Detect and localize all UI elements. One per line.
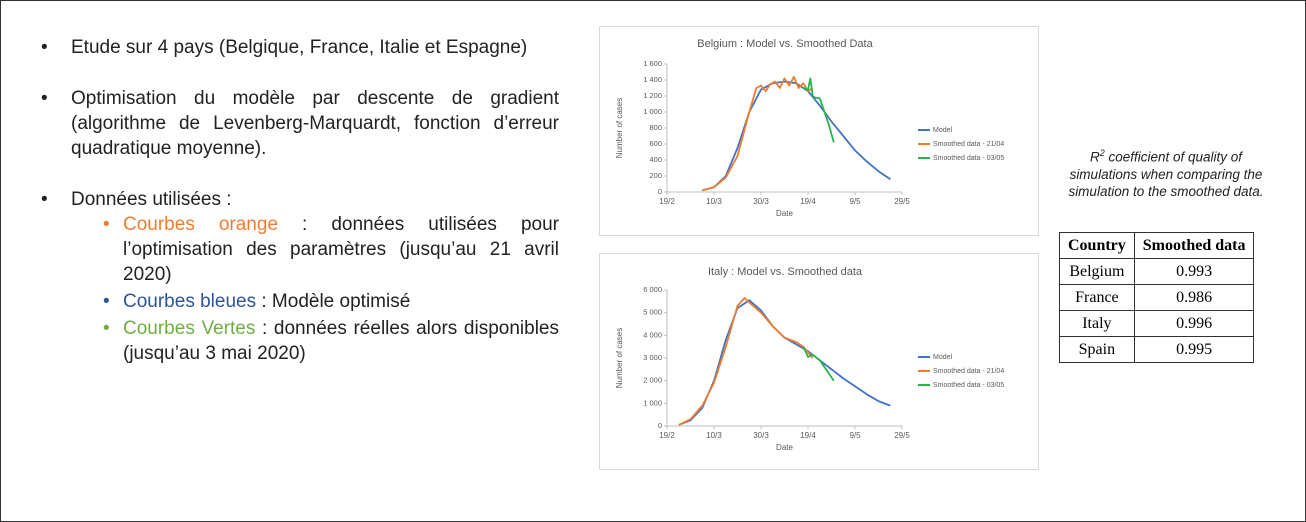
y-axis-label: Number of cases: [615, 328, 624, 388]
chart: Belgium : Model vs. Smoothed Data 0 200 400…: [615, 38, 1004, 218]
x-axis-label: Date: [776, 209, 793, 218]
series-line: [702, 75, 814, 192]
table-caption: R2 coefficient of quality of simulations…: [1059, 145, 1273, 200]
row: Belgium 0.993: [1059, 258, 1255, 285]
x-tick-label: 19/2: [659, 431, 675, 440]
sub-term: Courbes orange: [123, 214, 279, 235]
y-tick-label: 2 000: [643, 376, 662, 385]
sub-bullet: • Courbes Vertes : données réelles alors …: [103, 316, 559, 366]
chart: Italy : Model vs. Smoothed data 0 1 000 2 0…: [615, 266, 1004, 452]
y-tick-label: 1 000: [643, 107, 662, 116]
x-tick-label: 19/4: [800, 431, 816, 440]
y-tick-label: 4 000: [643, 330, 662, 339]
sub-term: Courbes bleues: [123, 291, 257, 312]
x-tick-label: 19/2: [659, 197, 675, 206]
y-tick-label: 1 200: [643, 91, 662, 100]
legend-label: Smoothed data - 03/05: [933, 155, 1004, 162]
chart-box: Italy : Model vs. Smoothed data 0 1 000 2 0…: [599, 253, 1039, 470]
legend-label: Model: [933, 354, 953, 361]
y-tick-label: 3 000: [643, 353, 662, 362]
header-row: Country Smoothed data: [1059, 232, 1255, 259]
x-tick-label: 29/5: [894, 197, 910, 206]
x-tick-label: 10/3: [706, 197, 722, 206]
y-tick-label: 5 000: [643, 308, 662, 317]
header-cell: Country: [1059, 232, 1135, 259]
chart-box: Belgium : Model vs. Smoothed Data 0 200 400…: [599, 26, 1039, 236]
y-tick-label: 400: [649, 155, 662, 164]
y-tick-label: 6 000: [643, 285, 662, 294]
legend-label: Smoothed data - 21/04: [933, 141, 1004, 148]
series-line: [802, 346, 835, 382]
sub-list: • Courbes orange : données utilisées pour…: [71, 212, 559, 366]
bullet: Optimisation du modèle par descente de g…: [39, 86, 559, 161]
bullet-dot: •: [103, 291, 110, 312]
cell: 0.995: [1133, 336, 1255, 363]
caption-text: coefficient of quality of simulations wh…: [1068, 149, 1264, 199]
y-tick-label: 1 400: [643, 75, 662, 84]
bullet-dot: •: [103, 318, 110, 339]
chart-title: Italy : Model vs. Smoothed data: [708, 266, 863, 278]
y-tick-label: 1 000: [643, 398, 662, 407]
bullet: Etude sur 4 pays (Belgique, France, Ital…: [39, 35, 559, 60]
bullet-dot: •: [103, 214, 110, 235]
series-line: [702, 80, 891, 192]
y-axis-label: Number of cases: [615, 98, 624, 158]
x-tick-label: 19/4: [800, 197, 816, 206]
cell: 0.993: [1133, 258, 1255, 285]
cell: France: [1059, 284, 1135, 311]
cell: Belgium: [1059, 258, 1135, 285]
x-tick-label: 29/5: [894, 431, 910, 440]
cell: Italy: [1059, 310, 1135, 337]
table: Country Smoothed data Belgium 0.993 France 0.…: [1059, 232, 1255, 363]
sub-text: : données réelles alors disponibles (jus…: [123, 318, 559, 364]
x-tick-label: 9/5: [849, 197, 861, 206]
x-tick-label: 10/3: [706, 431, 722, 440]
sub-term: Courbes Vertes: [123, 318, 256, 339]
chart-title: Belgium : Model vs. Smoothed Data: [697, 38, 873, 50]
sub-text: : Modèle optimisé: [256, 291, 411, 312]
row: Italy 0.996: [1059, 310, 1255, 337]
legend-label: Smoothed data - 03/05: [933, 382, 1004, 389]
caption-superscript: 2: [1099, 148, 1105, 158]
series-line: [678, 299, 891, 426]
caption-symbol: R: [1089, 149, 1100, 165]
x-tick-label: 30/3: [753, 431, 769, 440]
y-tick-label: 0: [658, 187, 662, 196]
sub-bullet: • Courbes orange : données utilisées pour…: [103, 212, 559, 287]
bullet-text: Etude sur 4 pays (Belgique, France, Ital…: [71, 37, 528, 58]
row: Spain 0.995: [1059, 336, 1255, 363]
y-tick-label: 600: [649, 139, 662, 148]
cell: Spain: [1059, 336, 1135, 363]
bullet-list: Etude sur 4 pays (Belgique, France, Ital…: [39, 35, 559, 368]
sub-text: : données utilisées pour l’optimisation …: [123, 214, 559, 285]
series-line: [803, 77, 835, 143]
y-tick-label: 800: [649, 123, 662, 132]
x-tick-label: 30/3: [753, 197, 769, 206]
series-line: [678, 297, 814, 426]
x-axis-label: Date: [776, 443, 793, 452]
y-tick-label: 0: [658, 421, 662, 430]
legend-label: Model: [933, 127, 953, 134]
cell: 0.986: [1133, 284, 1255, 311]
row: France 0.986: [1059, 284, 1255, 311]
cell: 0.996: [1133, 310, 1255, 337]
y-tick-label: 1 600: [643, 59, 662, 68]
bullet: Données utilisées : • Courbes orange : do…: [39, 187, 559, 366]
sub-bullet: • Courbes bleues : Modèle optimisé: [103, 289, 559, 314]
x-tick-label: 9/5: [849, 431, 861, 440]
legend-label: Smoothed data - 21/04: [933, 368, 1004, 375]
bullet-text: Données utilisées :: [71, 189, 232, 210]
y-tick-label: 200: [649, 171, 662, 180]
header-cell: Smoothed data: [1133, 232, 1255, 259]
bullet-text: Optimisation du modèle par descente de g…: [71, 88, 559, 159]
